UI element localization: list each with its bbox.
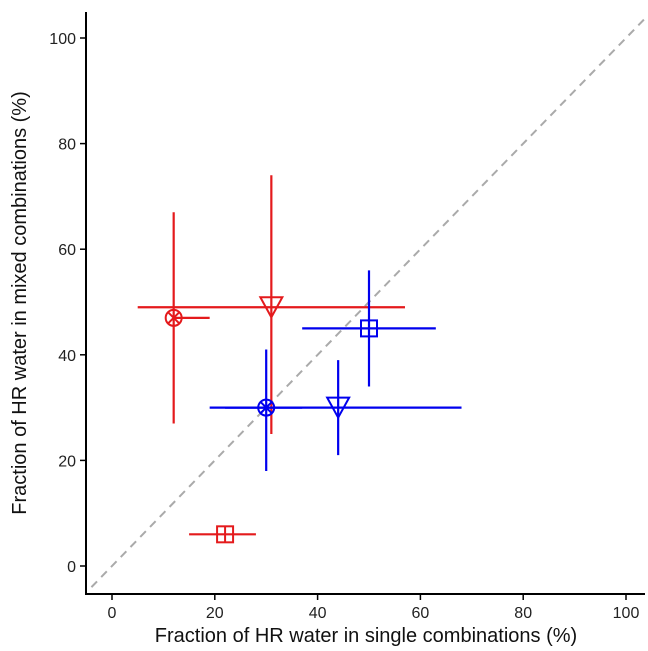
triangle-down-marker [258, 296, 285, 320]
triangle-down-marker [325, 396, 351, 420]
data-point-0-2 [189, 525, 256, 544]
data-point-1-2 [302, 270, 436, 387]
data-point-1-0 [225, 349, 303, 471]
data-point-0-0 [164, 212, 210, 424]
x-tick-label: 40 [309, 605, 327, 622]
plot-area [90, 16, 648, 588]
circle-x-marker [164, 308, 183, 327]
x-tick-label: 20 [206, 605, 224, 622]
marker-cross [167, 311, 181, 325]
x-tick-label: 80 [514, 605, 532, 622]
y-axis-title: Fraction of HR water in mixed combinatio… [9, 91, 31, 514]
x-axis-title: Fraction of HR water in single combinati… [155, 625, 577, 647]
y-tick-label: 40 [58, 348, 76, 365]
y-tick-label: 0 [67, 559, 76, 576]
data-point-1-1 [209, 360, 462, 456]
y-tick-label: 20 [58, 453, 76, 470]
data-point-0-1 [137, 175, 405, 434]
axes [85, 12, 645, 595]
x-tick-label: 100 [613, 605, 640, 622]
y-tick-label: 100 [49, 31, 76, 48]
y-tick-label: 80 [58, 137, 76, 154]
y-tick-label: 60 [58, 242, 76, 259]
x-tick-label: 60 [412, 605, 430, 622]
x-tick-label: 0 [108, 605, 117, 622]
ticks: 0 20 40 60 80 100 0 20 40 60 80 100 [49, 31, 639, 622]
